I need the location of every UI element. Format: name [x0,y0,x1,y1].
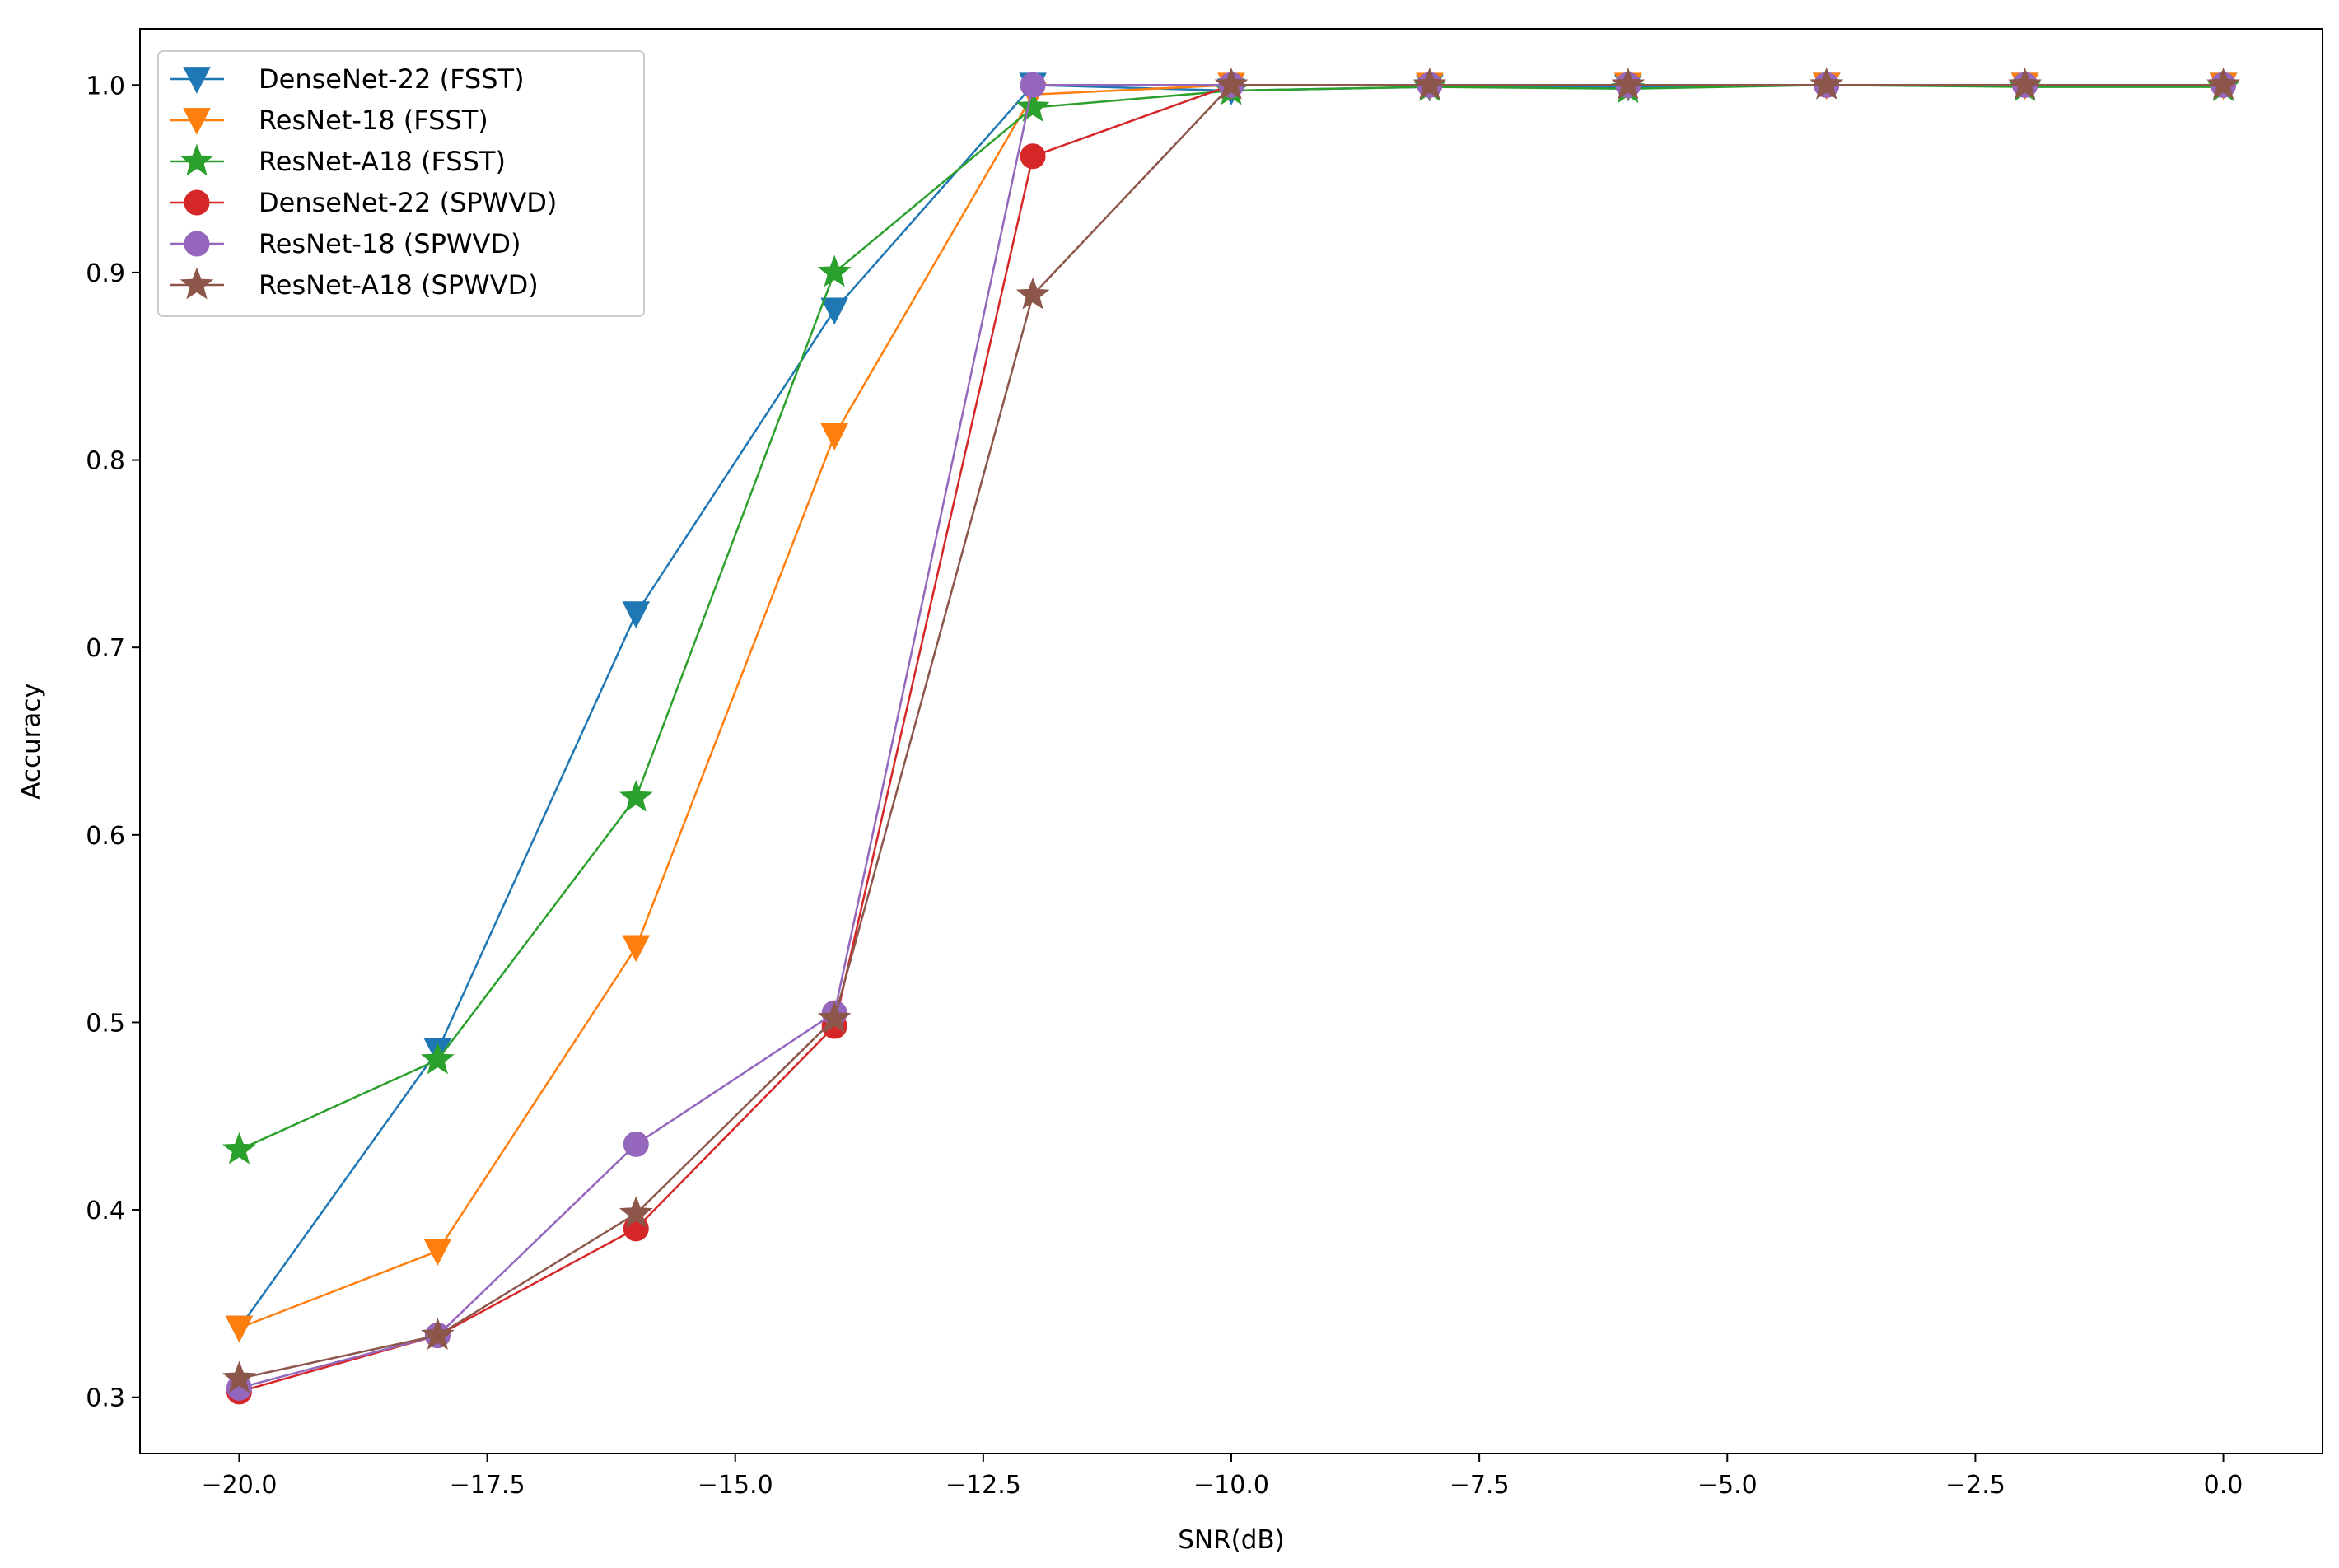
y-tick-label: 0.5 [86,1009,125,1038]
data-point [1020,143,1046,170]
data-point [622,601,651,629]
legend: DenseNet-22 (FSST) ResNet-18 (FSST) ResNet… [157,50,645,317]
legend-marker [180,267,214,300]
legend-label: DenseNet-22 (FSST) [259,63,525,95]
y-axis: 0.3 0.4 0.5 0.6 0.7 0.8 0.9 1.0 [86,72,140,1413]
legend-box [157,50,645,317]
legend-marker [184,189,210,216]
data-point [817,1001,852,1034]
data-point [1015,90,1050,122]
x-tick-label: −10.0 [1193,1471,1269,1500]
legend-item: ResNet-A18 (FSST) [170,143,506,177]
legend-item: ResNet-18 (FSST) [170,105,488,136]
series-6 [222,67,2240,1393]
x-tick-label: 0.0 [2204,1471,2243,1500]
y-tick-label: 0.4 [86,1197,125,1225]
data-point [1412,67,1447,100]
legend-item: ResNet-A18 (SPWVD) [170,267,539,301]
data-point [1809,67,1844,100]
x-tick-label: −5.0 [1697,1471,1758,1500]
legend-marker [183,108,211,135]
x-tick-label: −12.5 [945,1471,1021,1500]
y-tick-label: 0.6 [86,822,125,851]
data-point [423,1239,452,1267]
x-tick-label: −15.0 [698,1471,773,1500]
data-point [1611,67,1646,100]
data-point [619,1196,653,1228]
legend-label: DenseNet-22 (SPWVD) [259,187,557,218]
y-tick-label: 0.3 [86,1384,125,1413]
data-point [820,297,849,325]
data-point [623,1131,649,1157]
data-point [225,1315,254,1343]
x-axis: −20.0 −17.5 −15.0 −12.5 −10.0 −7.5 −5.0 −2.5 0.0 [201,1454,2243,1500]
legend-label: ResNet-A18 (SPWVD) [259,269,539,301]
data-point [622,935,651,963]
y-tick-label: 0.7 [86,634,125,663]
legend-item: DenseNet-22 (FSST) [170,63,525,95]
legend-item: ResNet-18 (SPWVD) [170,228,521,259]
y-axis-label: Accuracy [16,683,46,800]
data-point [817,254,852,287]
y-tick-label: 0.9 [86,259,125,288]
data-point [222,1132,256,1164]
data-point [420,1042,455,1075]
legend-marker [180,143,214,176]
data-point [222,1360,256,1393]
data-point [420,1318,455,1350]
x-tick-label: −17.5 [450,1471,525,1500]
legend-item: DenseNet-22 (SPWVD) [170,187,557,218]
data-point [619,779,653,812]
data-point [1015,277,1050,310]
legend-marker [184,231,210,257]
y-tick-label: 0.8 [86,447,125,476]
x-tick-label: −20.0 [201,1471,277,1500]
data-point [820,423,849,450]
legend-label: ResNet-18 (SPWVD) [259,228,521,259]
x-tick-label: −7.5 [1450,1471,1510,1500]
x-axis-label: SNR(dB) [1178,1525,1285,1555]
data-point [2008,67,2043,100]
legend-label: ResNet-18 (FSST) [259,105,488,136]
data-point [1020,72,1046,98]
data-point [2206,67,2240,100]
x-tick-label: −2.5 [1945,1471,2005,1500]
series-layer [222,67,2240,1405]
y-tick-label: 1.0 [86,72,125,100]
legend-label: ResNet-A18 (FSST) [259,146,506,177]
data-point [1214,67,1249,100]
legend-marker [183,67,211,94]
